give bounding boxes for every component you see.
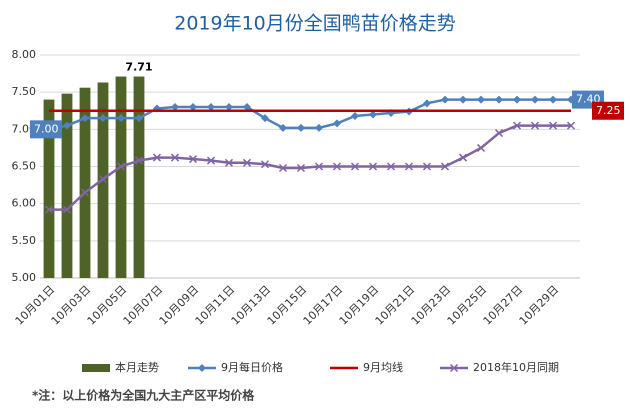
marker	[494, 129, 504, 138]
marker	[188, 155, 198, 164]
marker	[207, 103, 215, 112]
marker	[171, 103, 179, 112]
marker	[459, 95, 467, 104]
bar	[133, 76, 145, 278]
marker	[566, 121, 576, 130]
marker	[332, 162, 342, 171]
marker	[80, 188, 90, 197]
chart-title: 2019年10月份全国鸭苗价格走势	[174, 13, 456, 35]
y-tick-label: 7.00	[12, 122, 37, 135]
legend-swatch	[82, 364, 110, 372]
marker	[99, 114, 107, 123]
marker	[63, 121, 71, 130]
legend-marker	[198, 364, 206, 372]
label-box	[592, 101, 624, 120]
marker	[495, 95, 503, 104]
marker	[513, 95, 521, 104]
marker	[116, 162, 126, 171]
legend-marker	[449, 363, 459, 373]
marker	[476, 143, 486, 152]
marker	[224, 158, 234, 167]
y-tick-label: 5.00	[12, 271, 37, 284]
legend-label: 本月走势	[115, 360, 159, 374]
marker	[404, 162, 414, 171]
legend-label: 9月每日价格	[221, 360, 283, 374]
marker	[206, 156, 216, 165]
footnote: *注：以上价格为全国九大主产区平均价格	[32, 388, 255, 403]
bar	[43, 99, 55, 278]
marker	[440, 162, 450, 171]
marker	[62, 205, 72, 214]
data-label: 7.00	[34, 122, 59, 135]
y-tick-label: 6.50	[12, 160, 37, 173]
legend-label: 9月均线	[363, 360, 403, 374]
marker	[531, 95, 539, 104]
y-tick-label: 5.50	[12, 234, 37, 247]
marker	[441, 95, 449, 104]
marker	[279, 123, 287, 132]
marker	[297, 123, 305, 132]
marker	[351, 111, 359, 120]
marker	[458, 153, 468, 162]
marker	[386, 162, 396, 171]
marker	[261, 114, 269, 123]
marker	[135, 114, 143, 123]
marker	[243, 103, 251, 112]
marker	[548, 121, 558, 130]
marker	[512, 121, 522, 130]
marker	[117, 114, 125, 123]
data-label: 7.71	[125, 61, 152, 74]
marker	[530, 121, 540, 130]
marker	[225, 103, 233, 112]
y-tick-label: 8.00	[12, 48, 37, 61]
marker	[296, 163, 306, 173]
marker	[260, 160, 270, 169]
marker	[423, 99, 431, 108]
marker	[278, 163, 288, 173]
marker	[549, 95, 557, 104]
bar	[115, 76, 127, 278]
y-tick-label: 6.00	[12, 197, 37, 210]
data-label: 7.25	[596, 104, 621, 117]
marker	[369, 110, 377, 119]
bar	[79, 87, 91, 278]
marker	[314, 162, 324, 171]
marker	[368, 162, 378, 171]
label-box	[30, 120, 62, 139]
y-tick-label: 7.50	[12, 85, 37, 98]
marker	[333, 119, 341, 128]
marker	[242, 158, 252, 167]
marker	[44, 205, 54, 214]
marker	[477, 95, 485, 104]
marker	[170, 153, 180, 162]
marker	[81, 114, 89, 123]
marker	[422, 162, 432, 171]
marker	[350, 162, 360, 171]
legend-label: 2018年10月同期	[473, 360, 559, 374]
bar	[61, 93, 73, 278]
marker	[315, 123, 323, 132]
marker	[189, 103, 197, 112]
marker	[134, 156, 144, 165]
marker	[98, 175, 108, 184]
marker	[152, 153, 162, 162]
